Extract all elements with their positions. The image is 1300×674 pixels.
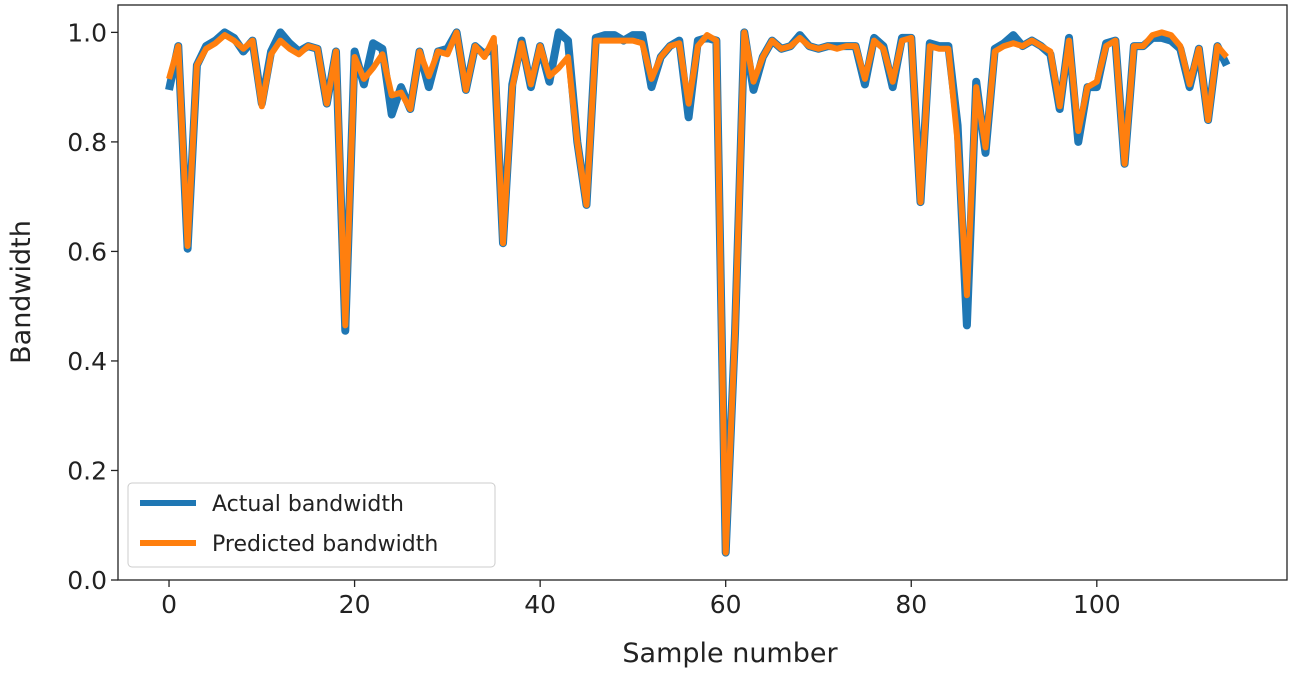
legend-box — [127, 482, 496, 568]
legend-label-predicted: Predicted bandwidth — [212, 532, 438, 557]
y-tick-label: 0.8 — [67, 128, 107, 157]
plot-frame — [117, 4, 1288, 581]
series-line-actual — [165, 28, 1231, 557]
y-tick-label: 1.0 — [67, 18, 107, 47]
x-tick-label: 100 — [1073, 590, 1121, 619]
series-line-predicted — [166, 29, 1229, 556]
legend-label-actual: Actual bandwidth — [212, 492, 404, 517]
y-axis-label: Bandwidth — [6, 220, 37, 364]
legend: Actual bandwidth Predicted bandwidth — [127, 482, 496, 568]
x-tick-label: 80 — [895, 590, 927, 619]
y-tick-label: 0.6 — [67, 237, 107, 266]
y-tick-label: 0.2 — [67, 456, 107, 485]
x-tick-label: 60 — [710, 590, 742, 619]
x-axis: 0 20 40 60 80 100 — [161, 580, 1121, 619]
y-axis: 0.0 0.2 0.4 0.6 0.8 1.0 — [67, 18, 118, 595]
x-tick-label: 0 — [161, 590, 177, 619]
x-tick-label: 20 — [339, 590, 371, 619]
y-tick-label: 0.4 — [67, 347, 107, 376]
y-tick-label: 0.0 — [67, 566, 107, 595]
series-lines — [165, 28, 1231, 557]
x-axis-label: Sample number — [622, 638, 838, 669]
x-tick-label: 40 — [524, 590, 556, 619]
